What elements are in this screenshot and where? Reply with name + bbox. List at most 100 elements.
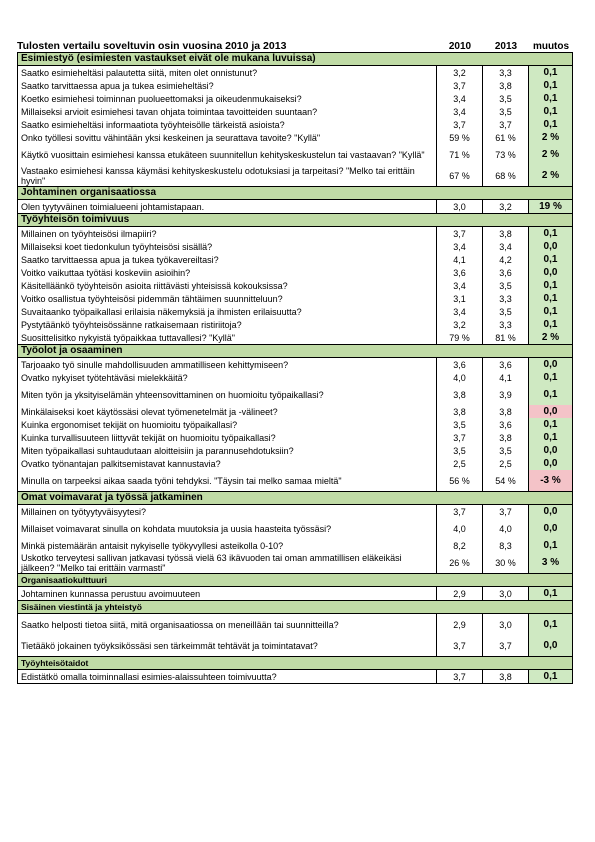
change-cell: 0,1 bbox=[527, 253, 574, 266]
question-cell: Saatko helposti tietoa siitä, mitä organ… bbox=[17, 613, 437, 635]
question-cell: Millainen on työtyytyväisyytesi? bbox=[17, 504, 437, 518]
question-cell: Saatko tarvittaessa apua ja tukea työkav… bbox=[17, 253, 437, 266]
table-row: Käsitelläänkö työyhteisön asioita riittä… bbox=[17, 279, 574, 292]
change-cell: 0,1 bbox=[527, 669, 574, 684]
question-cell: Millaiset voimavarat sinulla on kohdata … bbox=[17, 518, 437, 539]
question-cell: Käytkö vuosittain esimiehesi kanssa etuk… bbox=[17, 144, 437, 165]
value-2010-cell: 3,8 bbox=[435, 405, 483, 418]
change-cell: 0,1 bbox=[527, 105, 574, 118]
table-row: Voitko vaikuttaa työtäsi koskeviin asioi… bbox=[17, 266, 574, 279]
question-cell: Saatko tarvittaessa apua ja tukea esimie… bbox=[17, 79, 437, 92]
value-2010-cell: 3,5 bbox=[435, 444, 483, 457]
change-cell: 0,1 bbox=[527, 92, 574, 105]
value-2013-cell: 3,5 bbox=[481, 305, 529, 318]
change-cell: 3 % bbox=[527, 552, 574, 574]
question-cell: Millainen on työyhteisösi ilmapiiri? bbox=[17, 226, 437, 240]
value-2010-cell: 3,6 bbox=[435, 357, 483, 371]
change-cell: 0,1 bbox=[527, 318, 574, 331]
value-2010-cell: 3,7 bbox=[435, 118, 483, 131]
change-cell: 0,1 bbox=[527, 431, 574, 444]
question-cell: Tarjoaako työ sinulle mahdollisuuden amm… bbox=[17, 357, 437, 371]
change-cell: 0,0 bbox=[527, 357, 574, 371]
section-title: Työolot ja osaaminen bbox=[17, 344, 573, 358]
change-cell: 2 % bbox=[527, 131, 574, 144]
table-row: Kuinka ergonomiset tekijät on huomioitu … bbox=[17, 418, 574, 431]
value-2013-cell: 3,6 bbox=[481, 357, 529, 371]
value-2010-cell: 3,4 bbox=[435, 305, 483, 318]
question-cell: Minulla on tarpeeksi aikaa saada työni t… bbox=[17, 470, 437, 492]
value-2013-cell: 3,3 bbox=[481, 318, 529, 331]
question-cell: Saatko esimieheltäsi informaatiota työyh… bbox=[17, 118, 437, 131]
section-header: Työyhteisön toimivuus bbox=[17, 213, 573, 227]
value-2013-cell: 3,7 bbox=[481, 504, 529, 518]
table-row: Koetko esimiehesi toiminnan puolueettoma… bbox=[17, 92, 574, 105]
change-cell: 0,1 bbox=[527, 384, 574, 405]
value-2013-cell: 4,2 bbox=[481, 253, 529, 266]
change-cell: 19 % bbox=[527, 199, 574, 214]
table-row: Minkä pistemäärän antaisit nykyiselle ty… bbox=[17, 539, 574, 552]
table-row: Johtaminen kunnassa perustuu avoimuuteen… bbox=[17, 586, 574, 601]
table-row: Saatko tarvittaessa apua ja tukea työkav… bbox=[17, 253, 574, 266]
value-2010-cell: 3,5 bbox=[435, 418, 483, 431]
section-title: Työyhteisön toimivuus bbox=[17, 213, 573, 227]
section-header: Työyhteisötaidot bbox=[17, 656, 573, 670]
value-2010-cell: 56 % bbox=[435, 470, 483, 492]
value-2013-cell: 3,9 bbox=[481, 384, 529, 405]
question-cell: Tietääkö jokainen työyksikössäsi sen tär… bbox=[17, 635, 437, 657]
table-row: Saatko esimieheltäsi informaatiota työyh… bbox=[17, 118, 574, 131]
table-row: Minulla on tarpeeksi aikaa saada työni t… bbox=[17, 470, 574, 492]
table-row: Tietääkö jokainen työyksikössäsi sen tär… bbox=[17, 635, 574, 657]
value-2010-cell: 3,2 bbox=[435, 65, 483, 79]
question-cell: Kuinka turvallisuuteen liittyvät tekijät… bbox=[17, 431, 437, 444]
value-2013-cell: 3,8 bbox=[481, 669, 529, 684]
column-2010-header: 2010 bbox=[448, 41, 472, 52]
value-2010-cell: 3,2 bbox=[435, 318, 483, 331]
column-change-header: muutos bbox=[532, 41, 570, 52]
section-title: Johtaminen organisaatiossa bbox=[17, 186, 573, 200]
value-2010-cell: 3,4 bbox=[435, 105, 483, 118]
value-2010-cell: 3,4 bbox=[435, 279, 483, 292]
section-title: Omat voimavarat ja työssä jatkaminen bbox=[17, 491, 573, 505]
value-2010-cell: 3,7 bbox=[435, 504, 483, 518]
value-2010-cell: 4,0 bbox=[435, 518, 483, 539]
change-cell: 0,1 bbox=[527, 226, 574, 240]
question-cell: Pystytäänkö työyhteisössänne ratkaisemaa… bbox=[17, 318, 437, 331]
value-2013-cell: 81 % bbox=[481, 331, 529, 345]
table-row: Saatko esimieheltäsi palautetta siitä, m… bbox=[17, 65, 574, 79]
change-cell: 0,0 bbox=[527, 405, 574, 418]
table-row: Miten työn ja yksityiselämän yhteensovit… bbox=[17, 384, 574, 405]
table-row: Minkälaiseksi koet käytössäsi olevat työ… bbox=[17, 405, 574, 418]
value-2013-cell: 2,5 bbox=[481, 457, 529, 470]
comparison-document: Tulosten vertailu soveltuvin osin vuosin… bbox=[17, 36, 574, 684]
question-cell: Olen tyytyväinen toimialueeni johtamista… bbox=[17, 199, 437, 214]
table-row: Voitko osallistua työyhteisösi pidemmän … bbox=[17, 292, 574, 305]
results-table: Esimiestyö (esimiesten vastaukset eivät … bbox=[17, 52, 574, 684]
value-2013-cell: 4,1 bbox=[481, 371, 529, 384]
change-cell: 0,1 bbox=[527, 65, 574, 79]
value-2010-cell: 59 % bbox=[435, 131, 483, 144]
table-row: Millaiseksi koet tiedonkulun työyhteisös… bbox=[17, 240, 574, 253]
value-2013-cell: 3,8 bbox=[481, 405, 529, 418]
question-cell: Ovatko nykyiset työtehtäväsi mielekkäitä… bbox=[17, 371, 437, 384]
value-2013-cell: 3,7 bbox=[481, 118, 529, 131]
table-row: Pystytäänkö työyhteisössänne ratkaisemaa… bbox=[17, 318, 574, 331]
value-2013-cell: 4,0 bbox=[481, 518, 529, 539]
value-2013-cell: 3,3 bbox=[481, 292, 529, 305]
value-2010-cell: 2,9 bbox=[435, 613, 483, 635]
section-title: Sisäinen viestintä ja yhteistyö bbox=[17, 600, 573, 614]
question-cell: Uskotko terveytesi sallivan jatkavasi ty… bbox=[17, 552, 437, 574]
change-cell: 0,0 bbox=[527, 444, 574, 457]
section-header: Sisäinen viestintä ja yhteistyö bbox=[17, 600, 573, 614]
table-row: Uskotko terveytesi sallivan jatkavasi ty… bbox=[17, 552, 574, 574]
change-cell: 0,1 bbox=[527, 79, 574, 92]
table-row: Suvaitaanko työpaikallasi erilaisia näke… bbox=[17, 305, 574, 318]
section-title: Organisaatiokulttuuri bbox=[17, 573, 573, 587]
change-cell: 0,1 bbox=[527, 279, 574, 292]
value-2010-cell: 26 % bbox=[435, 552, 483, 574]
value-2010-cell: 4,0 bbox=[435, 371, 483, 384]
question-cell: Vastaako esimiehesi kanssa käymäsi kehit… bbox=[17, 165, 437, 187]
value-2010-cell: 8,2 bbox=[435, 539, 483, 552]
value-2010-cell: 2,5 bbox=[435, 457, 483, 470]
question-cell: Edistätkö omalla toiminnallasi esimies-a… bbox=[17, 669, 437, 684]
value-2013-cell: 68 % bbox=[481, 165, 529, 187]
